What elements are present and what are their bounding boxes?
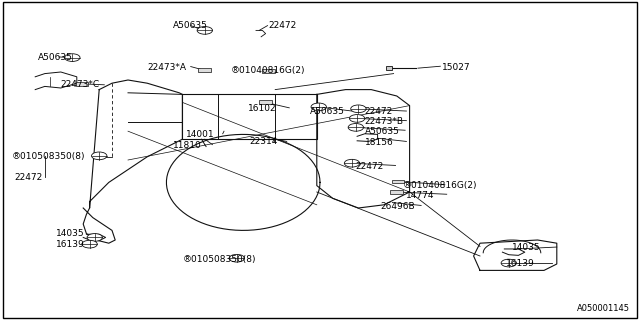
Circle shape bbox=[348, 124, 364, 131]
Circle shape bbox=[351, 105, 366, 113]
Text: 16139: 16139 bbox=[506, 260, 534, 268]
Bar bbox=[198, 68, 211, 72]
Text: 22472: 22472 bbox=[14, 173, 42, 182]
Bar bbox=[76, 82, 88, 86]
Circle shape bbox=[197, 27, 212, 34]
Circle shape bbox=[311, 103, 326, 111]
Text: 22472: 22472 bbox=[355, 162, 383, 171]
Text: 15027: 15027 bbox=[442, 63, 470, 72]
Bar bbox=[182, 94, 317, 139]
Text: 16102: 16102 bbox=[248, 104, 277, 113]
Text: 22473*C: 22473*C bbox=[61, 80, 100, 89]
Text: ®01040816G(2): ®01040816G(2) bbox=[230, 66, 305, 75]
Circle shape bbox=[82, 240, 97, 248]
Text: 22472: 22472 bbox=[269, 21, 297, 30]
Circle shape bbox=[344, 159, 360, 167]
Bar bbox=[386, 66, 392, 70]
Text: 11810: 11810 bbox=[173, 141, 202, 150]
Circle shape bbox=[349, 115, 365, 122]
Text: A50635: A50635 bbox=[310, 108, 345, 116]
Text: ®01040816G(2): ®01040816G(2) bbox=[403, 181, 477, 190]
Text: 14001: 14001 bbox=[186, 130, 214, 139]
Text: 22473*B: 22473*B bbox=[365, 117, 404, 126]
Text: A50635: A50635 bbox=[365, 127, 399, 136]
Circle shape bbox=[229, 254, 244, 262]
Circle shape bbox=[501, 259, 516, 267]
Circle shape bbox=[87, 234, 102, 241]
Text: A50635: A50635 bbox=[173, 21, 207, 30]
Text: A050001145: A050001145 bbox=[577, 304, 630, 313]
Text: 22314: 22314 bbox=[250, 137, 278, 146]
Text: 22472: 22472 bbox=[365, 108, 393, 116]
Text: 14035: 14035 bbox=[512, 244, 541, 252]
Circle shape bbox=[65, 54, 80, 61]
Bar bbox=[390, 190, 403, 194]
Text: ®010508350(8): ®010508350(8) bbox=[12, 152, 85, 161]
Bar bbox=[262, 69, 275, 73]
Text: 14774: 14774 bbox=[406, 191, 435, 200]
Text: 26496B: 26496B bbox=[381, 202, 415, 211]
Bar bbox=[259, 100, 272, 104]
Text: ®010508350(8): ®010508350(8) bbox=[182, 255, 256, 264]
Text: A50635: A50635 bbox=[38, 53, 73, 62]
Text: 16139: 16139 bbox=[56, 240, 84, 249]
Bar bbox=[392, 180, 404, 183]
Text: 18156: 18156 bbox=[365, 138, 394, 147]
Text: 22473*A: 22473*A bbox=[147, 63, 186, 72]
Circle shape bbox=[92, 152, 107, 160]
Text: 14035: 14035 bbox=[56, 229, 84, 238]
